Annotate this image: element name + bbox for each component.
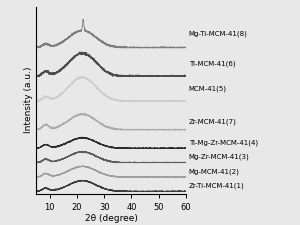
X-axis label: 2θ (degree): 2θ (degree) bbox=[85, 214, 137, 223]
Text: MCM-41(5): MCM-41(5) bbox=[189, 86, 227, 92]
Text: Ti-MCM-41(6): Ti-MCM-41(6) bbox=[189, 61, 236, 68]
Text: Zr-Ti-MCM-41(1): Zr-Ti-MCM-41(1) bbox=[189, 182, 244, 189]
Text: Zr-MCM-41(7): Zr-MCM-41(7) bbox=[189, 118, 237, 125]
Y-axis label: Intensity (a.u.): Intensity (a.u.) bbox=[24, 67, 33, 133]
Text: Mg-Ti-MCM-41(8): Mg-Ti-MCM-41(8) bbox=[189, 30, 247, 37]
Text: Mg-Zr-MCM-41(3): Mg-Zr-MCM-41(3) bbox=[189, 154, 250, 160]
Text: Ti-Mg-Zr-MCM-41(4): Ti-Mg-Zr-MCM-41(4) bbox=[189, 140, 258, 146]
Text: Mg-MCM-41(2): Mg-MCM-41(2) bbox=[189, 168, 240, 175]
